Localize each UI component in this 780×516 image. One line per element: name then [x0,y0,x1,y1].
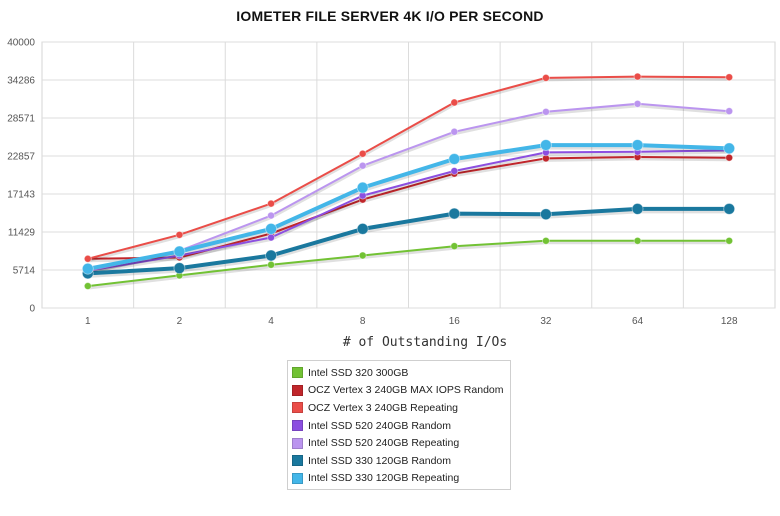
series-line-shadow [87,150,730,275]
legend-swatch [292,367,303,379]
series-line [85,143,732,271]
data-point [267,211,275,220]
legend-item: Intel SSD 330 120GB Random [292,452,510,470]
data-point [83,282,92,290]
legend-swatch [292,455,303,467]
legend-label: Intel SSD 520 240GB Random [308,419,452,432]
data-point [450,242,459,251]
data-point [83,254,92,263]
x-tick-label: 2 [177,316,183,327]
data-point [358,149,367,158]
data-point [540,139,552,151]
data-point [356,181,369,194]
data-point [358,161,367,170]
data-point [725,73,734,82]
x-tick-label: 64 [632,316,644,327]
data-point [542,74,550,82]
series-line-shadow [87,241,730,290]
data-point [267,199,275,208]
data-point [725,236,734,245]
data-point [173,262,186,275]
data-point [633,72,642,81]
series-3 [83,72,734,263]
data-point [81,262,94,275]
legend-item: OCZ Vertex 3 240GB MAX IOPS Random [292,382,510,400]
legend-label: Intel SSD 520 240GB Repeating [308,437,460,450]
legend-label: Intel SSD 330 120GB Repeating [308,472,460,485]
series-line-shadow [87,77,730,263]
legend-swatch [292,384,303,396]
series-1 [83,236,734,290]
data-point [450,98,459,107]
x-tick-label: 128 [721,316,738,327]
legend-item: Intel SSD 520 240GB Random [292,417,510,435]
x-tick-label: 32 [540,316,552,327]
legend-swatch [292,437,303,449]
legend-label: Intel SSD 320 300GB [308,366,409,379]
x-tick-label: 1 [85,316,91,327]
series-line-shadow [87,157,730,263]
legend-label: OCZ Vertex 3 240GB MAX IOPS Random [308,384,504,397]
data-point [631,203,644,215]
legend-item: Intel SSD 320 300GB [292,364,510,382]
x-axis-label: # of Outstanding I/Os [343,335,507,350]
data-point [448,207,461,220]
data-point [265,249,277,262]
data-point [540,208,552,221]
y-tick-label: 28571 [7,114,35,125]
data-point [631,139,644,151]
chart-title: IOMETER FILE SERVER 4K I/O PER SECOND [236,8,544,24]
data-point [723,203,736,215]
data-point [633,236,642,245]
series-line [86,149,731,272]
legend-item: Intel SSD 520 240GB Repeating [292,434,510,452]
data-point [725,107,734,116]
x-axis-ticks: 1 2 4 8 16 32 64 128 [85,316,738,327]
data-point [358,251,367,260]
legend-label: OCZ Vertex 3 240GB Repeating [308,401,458,414]
legend-swatch [292,402,303,414]
data-point [542,236,550,245]
y-tick-label: 40000 [7,38,35,49]
legend-swatch [292,472,303,484]
y-tick-label: 11429 [8,228,36,239]
legend-label: Intel SSD 330 120GB Random [308,454,452,467]
series-line [86,75,731,260]
data-point [633,99,642,108]
data-point [175,230,184,239]
data-point [267,233,275,242]
series-7 [81,139,736,275]
x-tick-label: 8 [360,316,366,327]
series-line [85,206,732,276]
data-point [356,222,369,235]
legend-item: OCZ Vertex 3 240GB Repeating [292,399,510,417]
data-point [450,127,459,136]
data-point [267,260,275,269]
data-point [723,142,736,155]
y-tick-label: 17143 [7,190,35,201]
series-line [86,102,731,272]
x-tick-label: 16 [449,316,461,327]
series-6 [81,203,736,280]
data-point [725,153,734,162]
data-point [448,153,461,165]
data-point [450,167,459,175]
y-axis-ticks: 0 5714 11429 17143 22857 28571 34286 40000 [7,38,35,315]
legend-swatch [292,420,303,432]
legend-item: Intel SSD 330 120GB Repeating [292,470,510,488]
series-layer [81,72,736,290]
series-line [86,239,731,288]
data-point [542,107,550,116]
y-tick-label: 34286 [7,76,35,87]
y-tick-label: 5714 [13,266,36,277]
y-tick-label: 22857 [7,152,35,163]
data-point [265,222,277,235]
data-point [173,245,186,258]
y-tick-label: 0 [29,304,35,315]
legend: Intel SSD 320 300GB OCZ Vertex 3 240GB MA… [287,360,511,490]
x-tick-label: 4 [268,316,274,327]
